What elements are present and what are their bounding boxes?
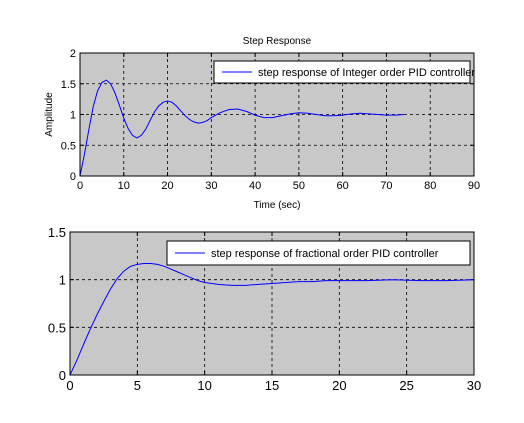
chart-1-title: Step Response: [243, 36, 312, 47]
chart-2-y-tick-label: 1: [59, 273, 66, 288]
chart-1-x-tick-label: 90: [468, 180, 480, 192]
chart-2-axes-box: [69, 231, 475, 376]
chart-2-y-tick-label: 0.5: [48, 320, 66, 335]
chart-1-legend-box: [213, 60, 471, 84]
chart-2-y-tick-label: 1.5: [48, 225, 66, 240]
chart-1-y-tick-label: 1: [70, 110, 76, 122]
chart-1-x-tick-label: 20: [161, 180, 173, 192]
chart-1-y-tick-label: 0: [70, 171, 76, 183]
chart-1-x-tick-label: 30: [205, 180, 217, 192]
chart-2-x-tick-label: 25: [399, 378, 413, 393]
chart-1-series-1-line: [79, 79, 405, 177]
chart-1: 0 10 20 30 40 50 60 70 80 90 0 0.5 1 1.5 2 Step Respons…: [44, 36, 480, 211]
chart-1-x-tick-label: 70: [380, 180, 392, 192]
chart-1-axes-box: [79, 52, 475, 177]
chart-2-x-tick-label: 30: [467, 378, 481, 393]
chart-2-x-tick-label: 10: [197, 378, 211, 393]
chart-1-x-axis-label: Time (sec): [254, 200, 301, 211]
chart-1-x-tick-label: 50: [293, 180, 305, 192]
chart-1-y-tick-label: 2: [70, 48, 76, 60]
chart-2: 0 5 10 15 20 25 30 0 0.5 1 1.5 step response of fra…: [48, 225, 481, 393]
chart-1-y-tick-label: 1.5: [61, 79, 76, 91]
chart-1-x-tick-label: 60: [337, 180, 349, 192]
chart-1-y-tick-label: 0.5: [61, 140, 76, 152]
chart-1-legend-label: step response of Integer order PID contr…: [258, 67, 475, 79]
chart-2-x-tick-label: 15: [265, 378, 279, 393]
chart-1-y-axis-label: Amplitude: [44, 92, 55, 137]
chart-1-x-tick-label: 40: [249, 180, 261, 192]
chart-2-x-tick-label: 5: [134, 378, 141, 393]
chart-2-series-1-line: [69, 263, 475, 376]
chart-1-x-tick-label: 80: [424, 180, 436, 192]
chart-2-x-tick-label: 20: [332, 378, 346, 393]
chart-2-legend-label: step response of fractional order PID co…: [211, 248, 439, 260]
chart-1-x-tick-label: 10: [118, 180, 130, 192]
chart-2-x-tick-label: 0: [66, 378, 73, 393]
chart-2-y-tick-label: 0: [59, 368, 66, 383]
chart-2-legend-box: [166, 240, 471, 266]
chart-1-x-tick-label: 0: [77, 180, 83, 192]
